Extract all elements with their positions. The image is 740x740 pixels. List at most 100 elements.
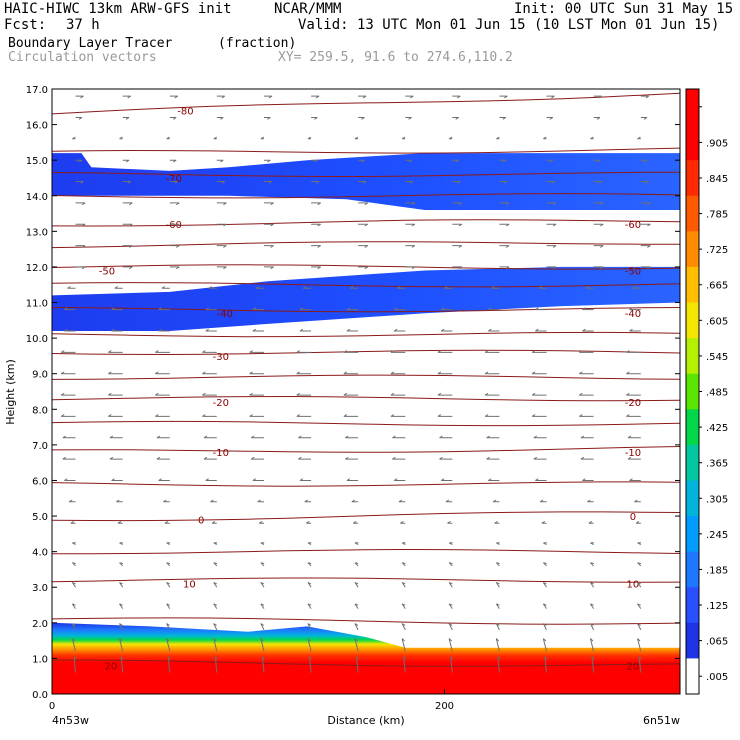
wind-vector <box>494 520 500 524</box>
contour-label: 10 <box>627 580 640 591</box>
wind-vector <box>307 581 312 588</box>
y-tick-label: 15.0 <box>26 156 48 167</box>
contour-line-5 <box>51 241 680 249</box>
colorbar-swatch <box>686 89 699 126</box>
x-tick-label: 200 <box>435 701 454 712</box>
wind-vector <box>392 435 406 439</box>
wind-vector <box>358 223 369 227</box>
wind-vector <box>75 95 84 99</box>
contour-line-4 <box>51 219 681 227</box>
wind-vector <box>437 392 453 396</box>
wind-vector <box>499 202 510 206</box>
wind-vector <box>626 392 641 396</box>
wind-vector <box>637 603 642 609</box>
wind-vector <box>114 286 123 289</box>
wind-vector <box>499 159 507 163</box>
wind-vector <box>397 286 406 289</box>
plot-frame <box>51 88 681 695</box>
colorbar-swatch <box>686 266 699 304</box>
wind-vector <box>589 603 595 609</box>
wind-vector <box>119 623 124 631</box>
wind-vector <box>311 117 318 120</box>
wind-vector <box>358 202 369 206</box>
wind-vector <box>488 478 500 481</box>
y-tick-label: 3.0 <box>32 583 48 594</box>
wind-vector <box>640 266 651 270</box>
wind-vector <box>216 223 227 227</box>
wind-vector <box>75 245 86 248</box>
contour-line-8 <box>51 307 681 313</box>
wind-vector <box>299 478 312 481</box>
wind-vector <box>111 478 123 481</box>
forecast-label: Fcst: <box>4 17 47 33</box>
wind-vector <box>119 603 124 609</box>
tracer-fill-layer <box>52 153 680 694</box>
wind-vector <box>358 95 367 99</box>
wind-vector <box>108 350 123 353</box>
wind-vector <box>495 638 500 652</box>
wind-vector <box>495 603 500 609</box>
contour-line-1 <box>51 147 681 154</box>
wind-vector <box>390 414 406 417</box>
wind-vector <box>452 181 461 184</box>
wind-vector <box>122 266 133 270</box>
colorbar-swatch <box>686 622 699 659</box>
wind-vector <box>216 245 227 248</box>
wind-vector <box>546 245 557 248</box>
wind-vector <box>60 371 76 375</box>
wind-vector <box>401 542 406 545</box>
wind-vector <box>579 371 594 375</box>
wind-vector <box>75 266 86 270</box>
wind-vector <box>486 456 500 460</box>
wind-vector <box>579 350 594 353</box>
wind-vector <box>296 392 312 396</box>
wind-vector <box>302 286 312 289</box>
wind-vector <box>452 95 461 99</box>
wind-vector <box>450 656 454 673</box>
y-tick-label: 0.0 <box>32 690 48 701</box>
wind-vector <box>296 350 312 353</box>
colorbar-swatch <box>686 444 699 481</box>
wind-vector <box>634 499 641 503</box>
wind-vector <box>164 520 170 524</box>
wind-vector <box>296 414 312 417</box>
wind-vector <box>358 266 369 270</box>
y-tick-label: 9.0 <box>32 370 48 381</box>
contour-line-3 <box>51 193 681 199</box>
wind-vector <box>353 520 359 524</box>
wind-vector <box>589 623 595 631</box>
circulation-vectors <box>60 95 651 673</box>
wind-vector <box>306 520 312 524</box>
org-label: NCAR/MMM <box>274 1 342 17</box>
colorbar-label: .605 <box>706 316 728 327</box>
wind-vector <box>307 562 312 567</box>
wind-vector <box>264 245 274 248</box>
wind-vector <box>346 478 359 481</box>
wind-vector <box>546 202 557 206</box>
wind-vector <box>452 223 463 227</box>
colorbar-swatch <box>686 551 699 588</box>
wind-vector <box>629 328 641 332</box>
wind-vector <box>405 245 416 248</box>
wind-vector <box>213 623 218 631</box>
colorbar-label: .125 <box>706 601 728 612</box>
wind-vector <box>122 159 130 163</box>
wind-vector <box>488 307 500 311</box>
wind-vector <box>495 562 500 567</box>
wind-vector <box>343 414 359 417</box>
wind-vector <box>62 435 76 439</box>
wind-vector <box>109 456 123 460</box>
wind-vector <box>546 95 555 99</box>
y-tick-label: 7.0 <box>32 441 48 452</box>
wind-vector <box>252 478 264 481</box>
wind-vector <box>71 638 76 652</box>
wind-vector <box>439 435 453 439</box>
wind-vector <box>354 581 359 588</box>
wind-vector <box>640 223 651 227</box>
contour-line-10 <box>51 349 681 356</box>
model-title: HAIC-HIWC 13km ARW-GFS init <box>4 1 232 17</box>
wind-vector <box>311 245 321 248</box>
wind-vector <box>403 656 407 673</box>
contour-label: -10 <box>213 448 229 459</box>
contour-label: 10 <box>183 580 196 591</box>
